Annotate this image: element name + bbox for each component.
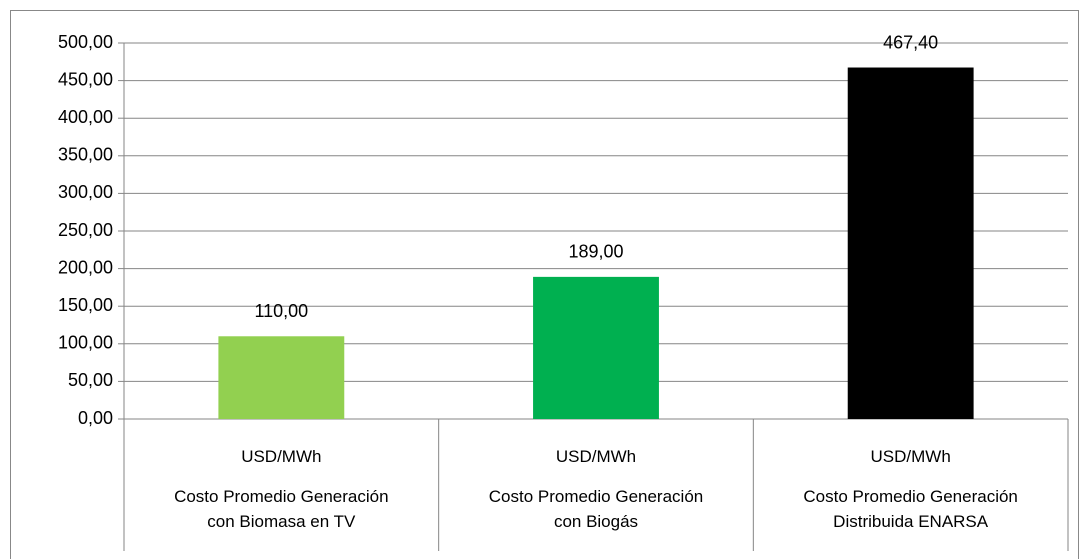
y-tick-label: 100,00 <box>58 333 113 353</box>
bar <box>533 276 659 419</box>
y-tick-label: 400,00 <box>58 107 113 127</box>
category-unit-label: USD/MWh <box>241 447 322 466</box>
x-tick-label: Costo Promedio Generación con Biogás <box>488 487 704 531</box>
y-tick-label: 200,00 <box>58 257 113 277</box>
category-unit-label: USD/MWh <box>555 447 637 466</box>
bar <box>847 67 974 419</box>
category-unit-label: USD/MWh <box>870 447 951 466</box>
bar <box>218 336 345 419</box>
y-tick-label: 50,00 <box>68 370 113 390</box>
y-tick-label: 0,00 <box>78 408 113 428</box>
y-tick-label: 450,00 <box>58 69 113 89</box>
y-tick-label: 500,00 <box>58 32 113 52</box>
y-tick-label: 250,00 <box>58 220 113 240</box>
y-tick-label: 150,00 <box>58 295 113 315</box>
data-label: 467,40 <box>883 32 938 52</box>
y-tick-label: 300,00 <box>58 182 113 202</box>
y-tick-label: 350,00 <box>58 145 113 165</box>
chart-frame <box>10 10 1079 559</box>
data-label: 110,00 <box>254 301 308 321</box>
data-label: 189,00 <box>568 242 623 262</box>
x-tick-label: Costo Promedio Generación con Biomasa en… <box>174 487 389 531</box>
x-tick-label: Costo Promedio Generación Distribuida EN… <box>803 487 1018 531</box>
